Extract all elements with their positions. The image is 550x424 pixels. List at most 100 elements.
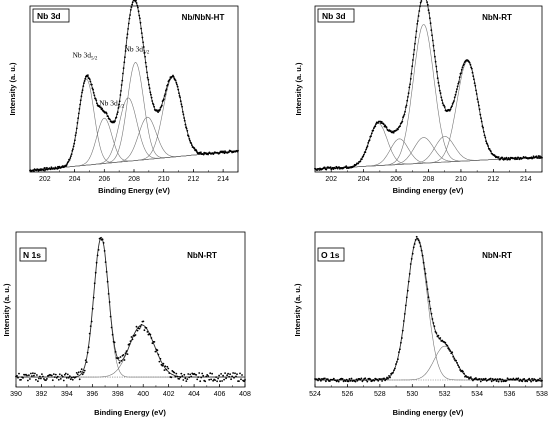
data-point bbox=[124, 352, 127, 354]
data-point bbox=[167, 367, 170, 370]
data-point bbox=[145, 327, 148, 329]
data-point bbox=[173, 371, 176, 374]
data-point bbox=[483, 134, 486, 137]
curves bbox=[15, 236, 246, 383]
data-point bbox=[458, 366, 460, 368]
data-point bbox=[439, 92, 442, 94]
data-point bbox=[118, 103, 120, 106]
data-point bbox=[27, 379, 29, 382]
data-point bbox=[350, 377, 353, 380]
data-point bbox=[41, 373, 43, 375]
data-point bbox=[325, 168, 328, 171]
data-point bbox=[76, 122, 79, 124]
data-point bbox=[370, 135, 372, 138]
data-point bbox=[360, 377, 363, 380]
data-point bbox=[424, 272, 427, 275]
data-point bbox=[72, 145, 75, 148]
data-point bbox=[159, 108, 161, 111]
data-point bbox=[429, 17, 431, 20]
data-point bbox=[405, 296, 408, 299]
data-point bbox=[113, 341, 116, 344]
data-point bbox=[368, 139, 371, 142]
panel-tag: N 1s bbox=[23, 250, 41, 260]
data-point bbox=[210, 378, 213, 381]
data-point bbox=[142, 46, 145, 48]
data-point bbox=[437, 334, 440, 337]
data-point bbox=[34, 372, 36, 375]
data-point bbox=[188, 138, 191, 140]
data-point bbox=[125, 44, 128, 47]
data-point bbox=[494, 378, 497, 380]
data-point bbox=[479, 113, 482, 116]
data-point bbox=[75, 372, 78, 374]
data-point bbox=[538, 157, 541, 160]
data-point bbox=[471, 378, 473, 380]
data-point bbox=[532, 155, 535, 158]
data-point bbox=[80, 95, 83, 98]
data-point bbox=[46, 378, 48, 380]
data-point bbox=[200, 151, 202, 154]
data-point bbox=[517, 377, 520, 380]
data-point bbox=[387, 377, 389, 380]
data-point bbox=[408, 86, 411, 89]
data-point bbox=[432, 322, 435, 324]
data-point bbox=[120, 360, 123, 362]
data-point bbox=[414, 42, 416, 45]
data-point bbox=[32, 372, 34, 375]
data-point bbox=[193, 147, 196, 150]
data-point bbox=[216, 380, 219, 383]
data-point bbox=[29, 378, 31, 380]
data-point bbox=[77, 371, 80, 374]
data-point bbox=[142, 41, 145, 44]
data-point bbox=[148, 87, 151, 90]
data-point bbox=[531, 377, 533, 380]
data-point bbox=[68, 375, 71, 377]
data-point bbox=[186, 378, 189, 380]
data-point bbox=[401, 337, 403, 339]
data-point bbox=[146, 76, 149, 79]
data-point bbox=[425, 281, 428, 283]
data-point bbox=[148, 83, 150, 86]
data-point bbox=[433, 49, 436, 52]
data-point bbox=[53, 376, 56, 378]
data-point bbox=[87, 346, 90, 349]
data-point bbox=[221, 380, 224, 382]
data-point bbox=[422, 261, 425, 264]
data-point bbox=[107, 115, 109, 118]
data-point bbox=[532, 379, 534, 382]
data-point bbox=[196, 378, 199, 381]
fitted-envelope bbox=[315, 237, 542, 381]
x-tick-label: 208 bbox=[128, 176, 140, 183]
data-point bbox=[365, 379, 368, 381]
data-point bbox=[455, 91, 458, 93]
data-point bbox=[420, 0, 423, 2]
data-point bbox=[70, 155, 72, 158]
data-point bbox=[419, 1, 422, 4]
x-tick-label: 528 bbox=[374, 391, 386, 398]
data-point bbox=[143, 329, 146, 332]
y-axis-label: Intensity (a. u.) bbox=[293, 283, 302, 336]
data-point bbox=[505, 379, 508, 382]
data-point bbox=[99, 237, 102, 239]
data-point bbox=[435, 65, 438, 68]
data-point bbox=[215, 376, 218, 378]
data-point bbox=[202, 153, 205, 156]
data-point bbox=[72, 148, 74, 151]
data-point bbox=[77, 117, 79, 120]
data-point bbox=[376, 378, 379, 381]
data-point bbox=[204, 380, 207, 383]
x-tick-label: 400 bbox=[137, 391, 149, 398]
data-point bbox=[182, 379, 185, 381]
data-point bbox=[191, 144, 193, 147]
data-point bbox=[42, 375, 44, 378]
data-point bbox=[178, 95, 181, 97]
data-point bbox=[380, 120, 383, 123]
data-point bbox=[56, 375, 59, 378]
data-point bbox=[384, 379, 386, 382]
data-point bbox=[184, 123, 187, 126]
data-point bbox=[119, 356, 122, 358]
data-point bbox=[324, 166, 326, 169]
data-point bbox=[188, 376, 191, 379]
data-point bbox=[97, 249, 100, 251]
data-point bbox=[372, 129, 375, 132]
